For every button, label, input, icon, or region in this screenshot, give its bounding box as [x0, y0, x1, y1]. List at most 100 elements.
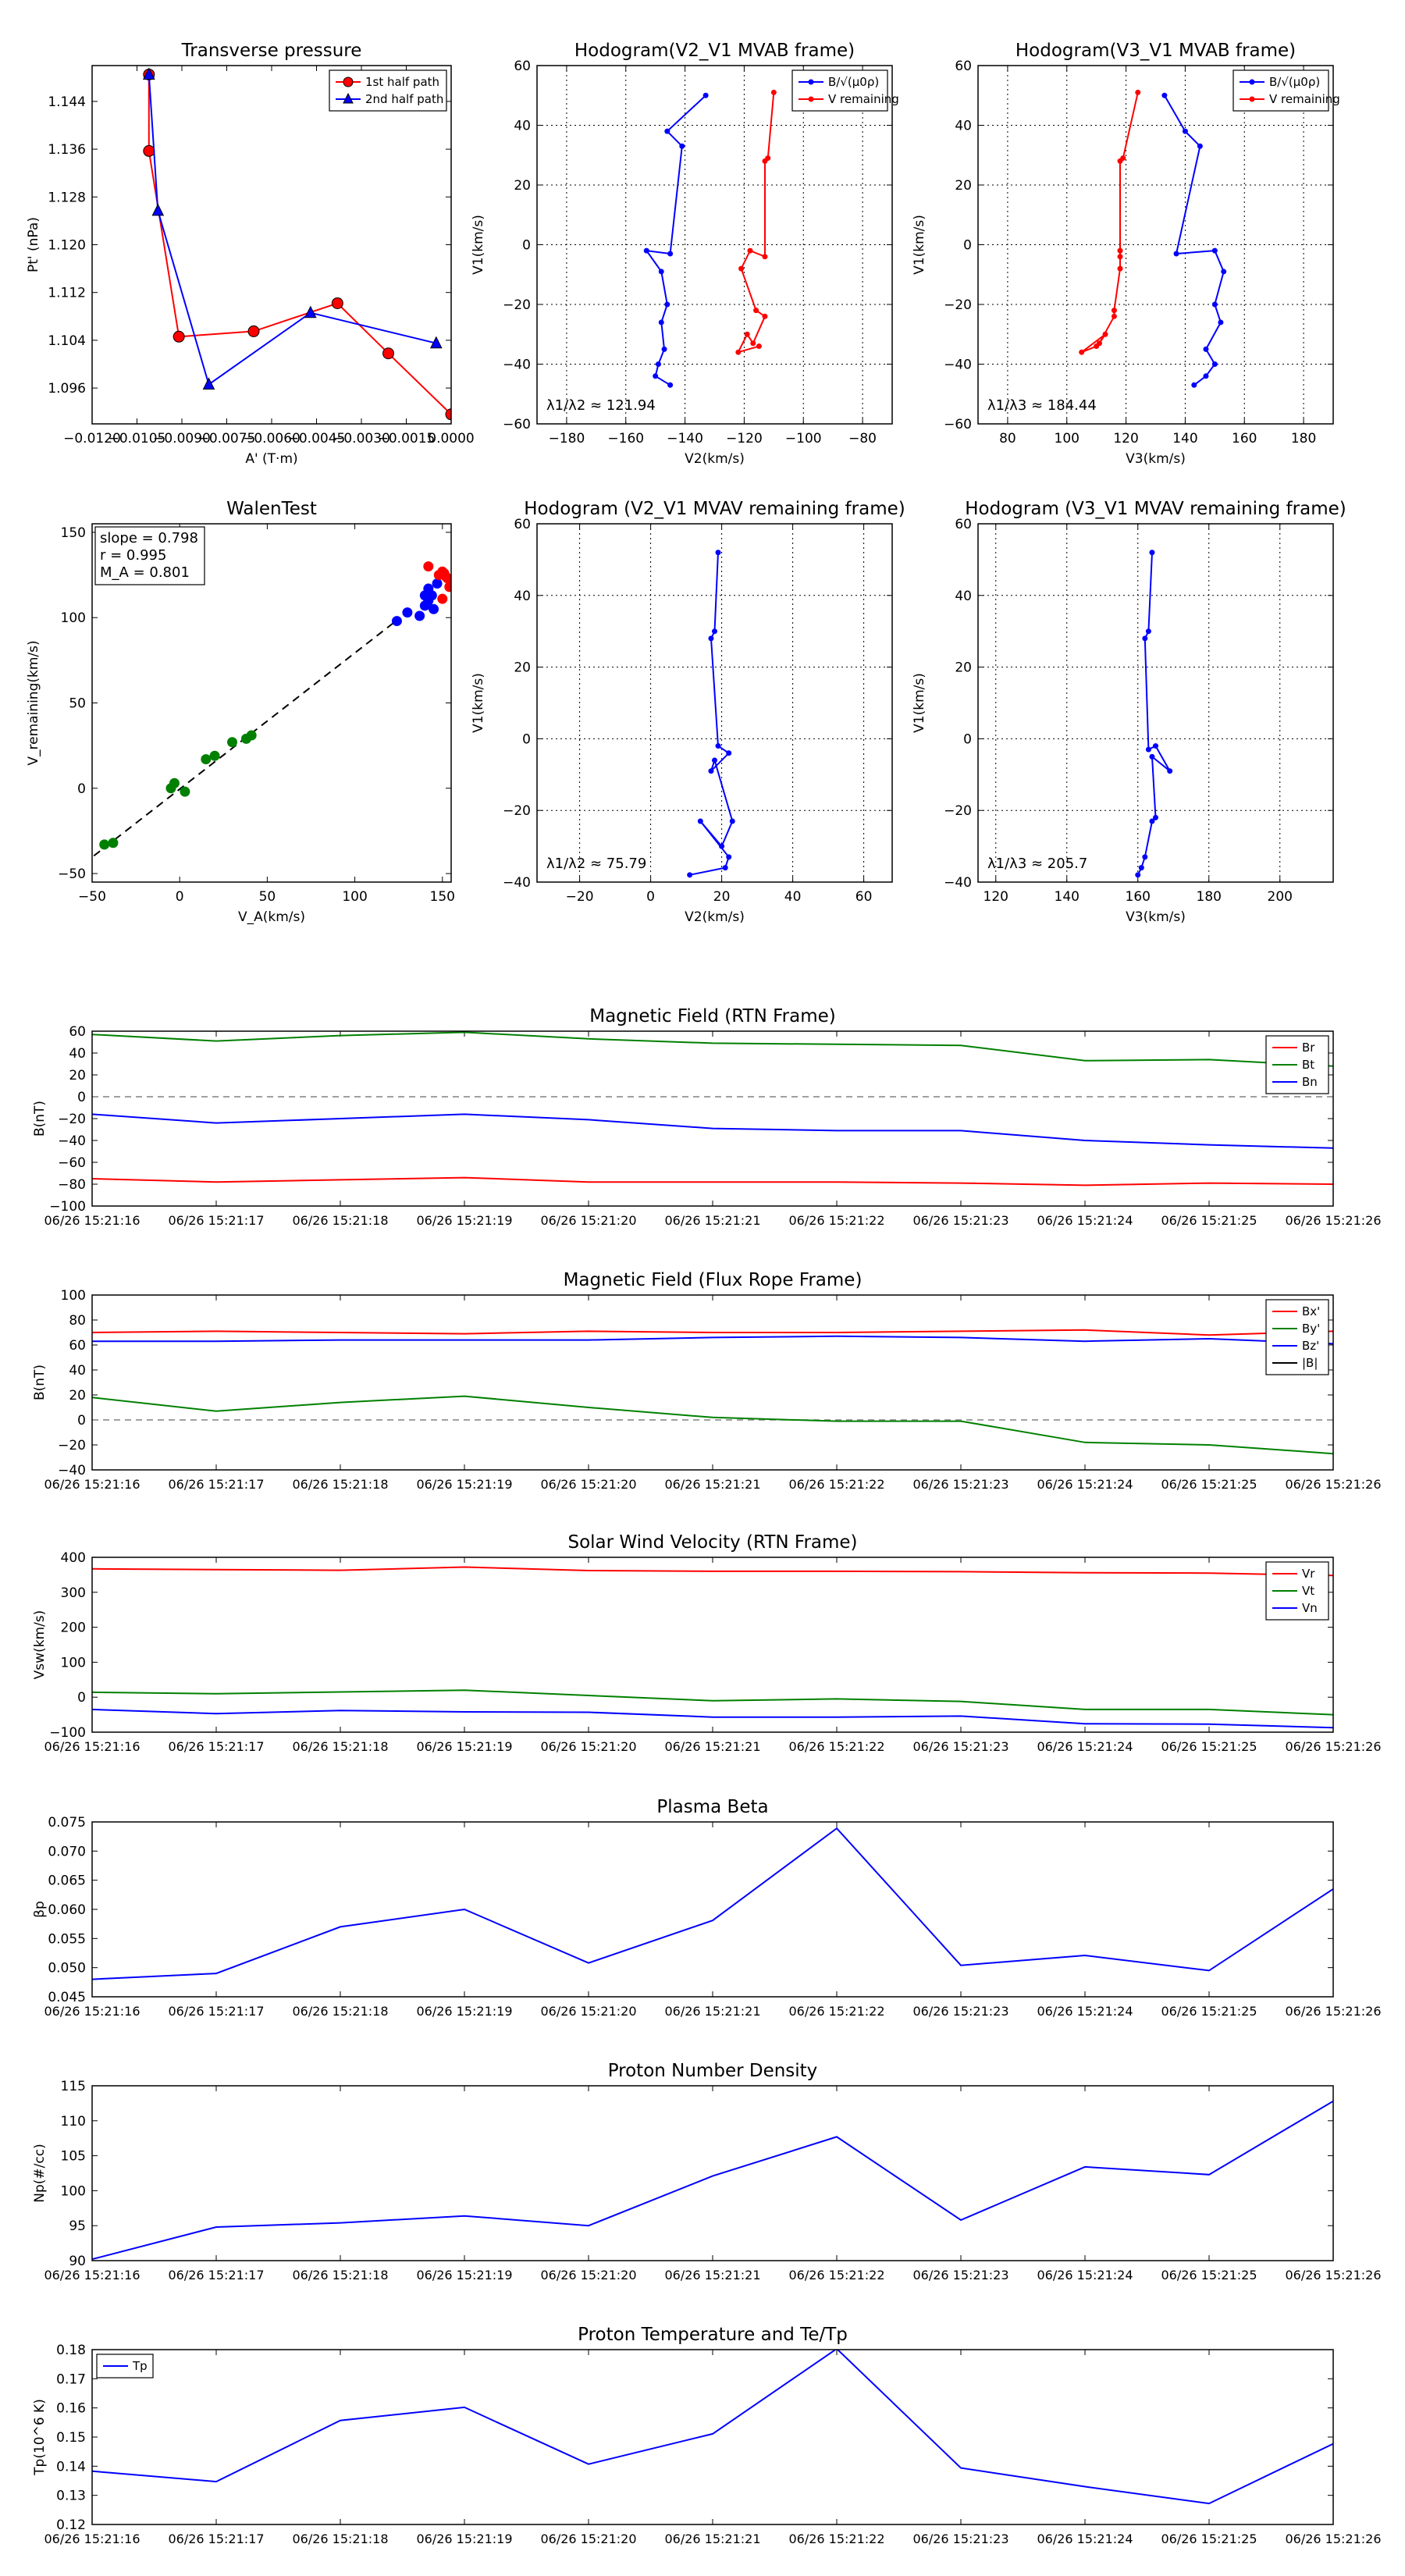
y-tick-label: 1.144 [48, 94, 86, 110]
x-tick-label: 06/26 15:21:17 [168, 2268, 264, 2282]
y-tick-label: 40 [69, 1046, 86, 1062]
x-tick-label: 06/26 15:21:18 [292, 2532, 388, 2546]
data-point [1203, 373, 1209, 379]
x-tick-label: 06/26 15:21:22 [788, 1213, 884, 1228]
data-point [439, 568, 450, 578]
y-tick-label: −20 [58, 1112, 86, 1127]
series-group [92, 2100, 1333, 2261]
y-tick-label: −60 [944, 417, 972, 432]
x-tick-label: 06/26 15:21:25 [1161, 1477, 1257, 1492]
data-point [1111, 313, 1117, 319]
x-tick-label: 06/26 15:21:20 [540, 2268, 636, 2282]
x-tick-label: 160 [1232, 431, 1257, 447]
y-tick-label: 0 [77, 1690, 86, 1706]
x-tick-label: 06/26 15:21:20 [540, 2004, 636, 2019]
chart-title: Hodogram (V2_V1 MVAV remaining frame) [524, 499, 905, 519]
y-axis-label: B(nT) [32, 1101, 48, 1137]
data-point [419, 600, 430, 611]
y-tick-label: −40 [944, 875, 972, 891]
x-tick-label: −0.0090 [153, 431, 211, 447]
y-tick-label: 200 [61, 1621, 86, 1636]
y-tick-label: 20 [514, 178, 531, 194]
data-point [719, 843, 725, 849]
data-point [687, 872, 693, 878]
data-point [304, 305, 317, 318]
data-point [667, 251, 674, 257]
y-tick-label: 0.16 [56, 2401, 86, 2417]
data-point [391, 616, 402, 627]
x-axis-label: V3(km/s) [1126, 909, 1186, 925]
data-point [1117, 254, 1123, 260]
x-tick-label: 180 [1197, 889, 1222, 905]
chart-magnetic_field_rtn: Magnetic Field (RTN Frame) 06/26 15:21:16… [32, 1006, 1382, 1228]
legend-label: V remaining [828, 92, 899, 106]
series-line-B/√(μ0ρ) [645, 94, 706, 386]
x-tick-label: 06/26 15:21:25 [1161, 2004, 1257, 2019]
y-tick-label: 0.045 [48, 1990, 86, 2005]
y-tick-label: 0 [522, 731, 531, 747]
data-point [697, 818, 703, 824]
y-tick-label: 0.15 [56, 2430, 86, 2446]
legend-marker [343, 92, 354, 104]
y-tick-label: −40 [944, 358, 972, 373]
data-point [202, 377, 215, 390]
y-tick-label: 0 [963, 731, 972, 747]
data-point [738, 265, 745, 272]
series-line-V [689, 552, 734, 876]
plot-frame [91, 1821, 1334, 1998]
data-point [679, 143, 685, 149]
data-point [445, 408, 451, 421]
y-tick-label: 60 [69, 1024, 86, 1040]
data-point [1138, 865, 1144, 871]
x-tick-label: 50 [259, 889, 276, 905]
x-tick-label: 120 [1113, 431, 1138, 447]
chart-proton_number_density: Proton Number Density 06/26 15:21:16 06/26… [32, 2061, 1382, 2282]
data-point [247, 325, 260, 337]
data-point [426, 590, 437, 601]
legend: 1st half path 2nd half path [329, 69, 447, 112]
x-tick-label: 06/26 15:21:20 [540, 1477, 636, 1492]
x-tick-label: 06/26 15:21:16 [44, 1213, 140, 1228]
chart-magnetic_field_flux_rope: Magnetic Field (Flux Rope Frame) 06/26 15… [32, 1270, 1382, 1492]
data-point [1149, 550, 1155, 556]
legend-label: Bt [1302, 1058, 1314, 1072]
y-tick-label: 40 [514, 119, 531, 134]
x-tick-label: 06/26 15:21:22 [788, 2268, 884, 2282]
chart-hodogram_v2_v1_mvav: Hodogram (V2_V1 MVAV remaining frame) −20… [471, 499, 905, 925]
x-tick-label: 06/26 15:21:26 [1285, 1739, 1381, 1754]
data-point [726, 854, 732, 860]
series-group [687, 550, 735, 878]
x-tick-label: 06/26 15:21:24 [1037, 1477, 1133, 1492]
y-tick-label: −20 [58, 1438, 86, 1453]
series-line-2nd half path [148, 74, 437, 386]
x-tick-label: 100 [342, 889, 367, 905]
x-tick-label: −50 [78, 889, 106, 905]
plot-frame [536, 65, 893, 425]
data-point [750, 340, 756, 347]
data-point [201, 754, 212, 765]
data-point [762, 158, 768, 164]
data-point [667, 382, 674, 388]
data-point [1117, 265, 1123, 272]
legend: Bx' By' Bz' |B| [1265, 1299, 1329, 1375]
x-tick-label: 06/26 15:21:18 [292, 1739, 388, 1754]
data-point [664, 128, 670, 134]
series-line-beta [92, 1827, 1333, 1980]
x-tick-label: 06/26 15:21:23 [912, 2268, 1008, 2282]
series-line-Np [92, 2100, 1333, 2261]
x-tick-label: −0.0045 [288, 431, 346, 447]
y-axis-label: Np(#/cc) [32, 2144, 48, 2202]
data-point [169, 777, 180, 788]
legend-label: 2nd half path [365, 92, 443, 106]
data-point [661, 346, 667, 352]
series-line-Bn [92, 1113, 1333, 1149]
plot-frame [536, 523, 893, 883]
x-tick-label: 40 [784, 889, 802, 905]
data-point [1211, 361, 1218, 367]
x-tick-label: 06/26 15:21:19 [416, 2532, 512, 2546]
data-point [1135, 89, 1141, 95]
y-tick-label: 80 [69, 1313, 86, 1329]
x-tick-label: 80 [999, 431, 1016, 447]
legend-label: Vr [1302, 1567, 1315, 1581]
chart-title: Solar Wind Velocity (RTN Frame) [567, 1532, 857, 1553]
